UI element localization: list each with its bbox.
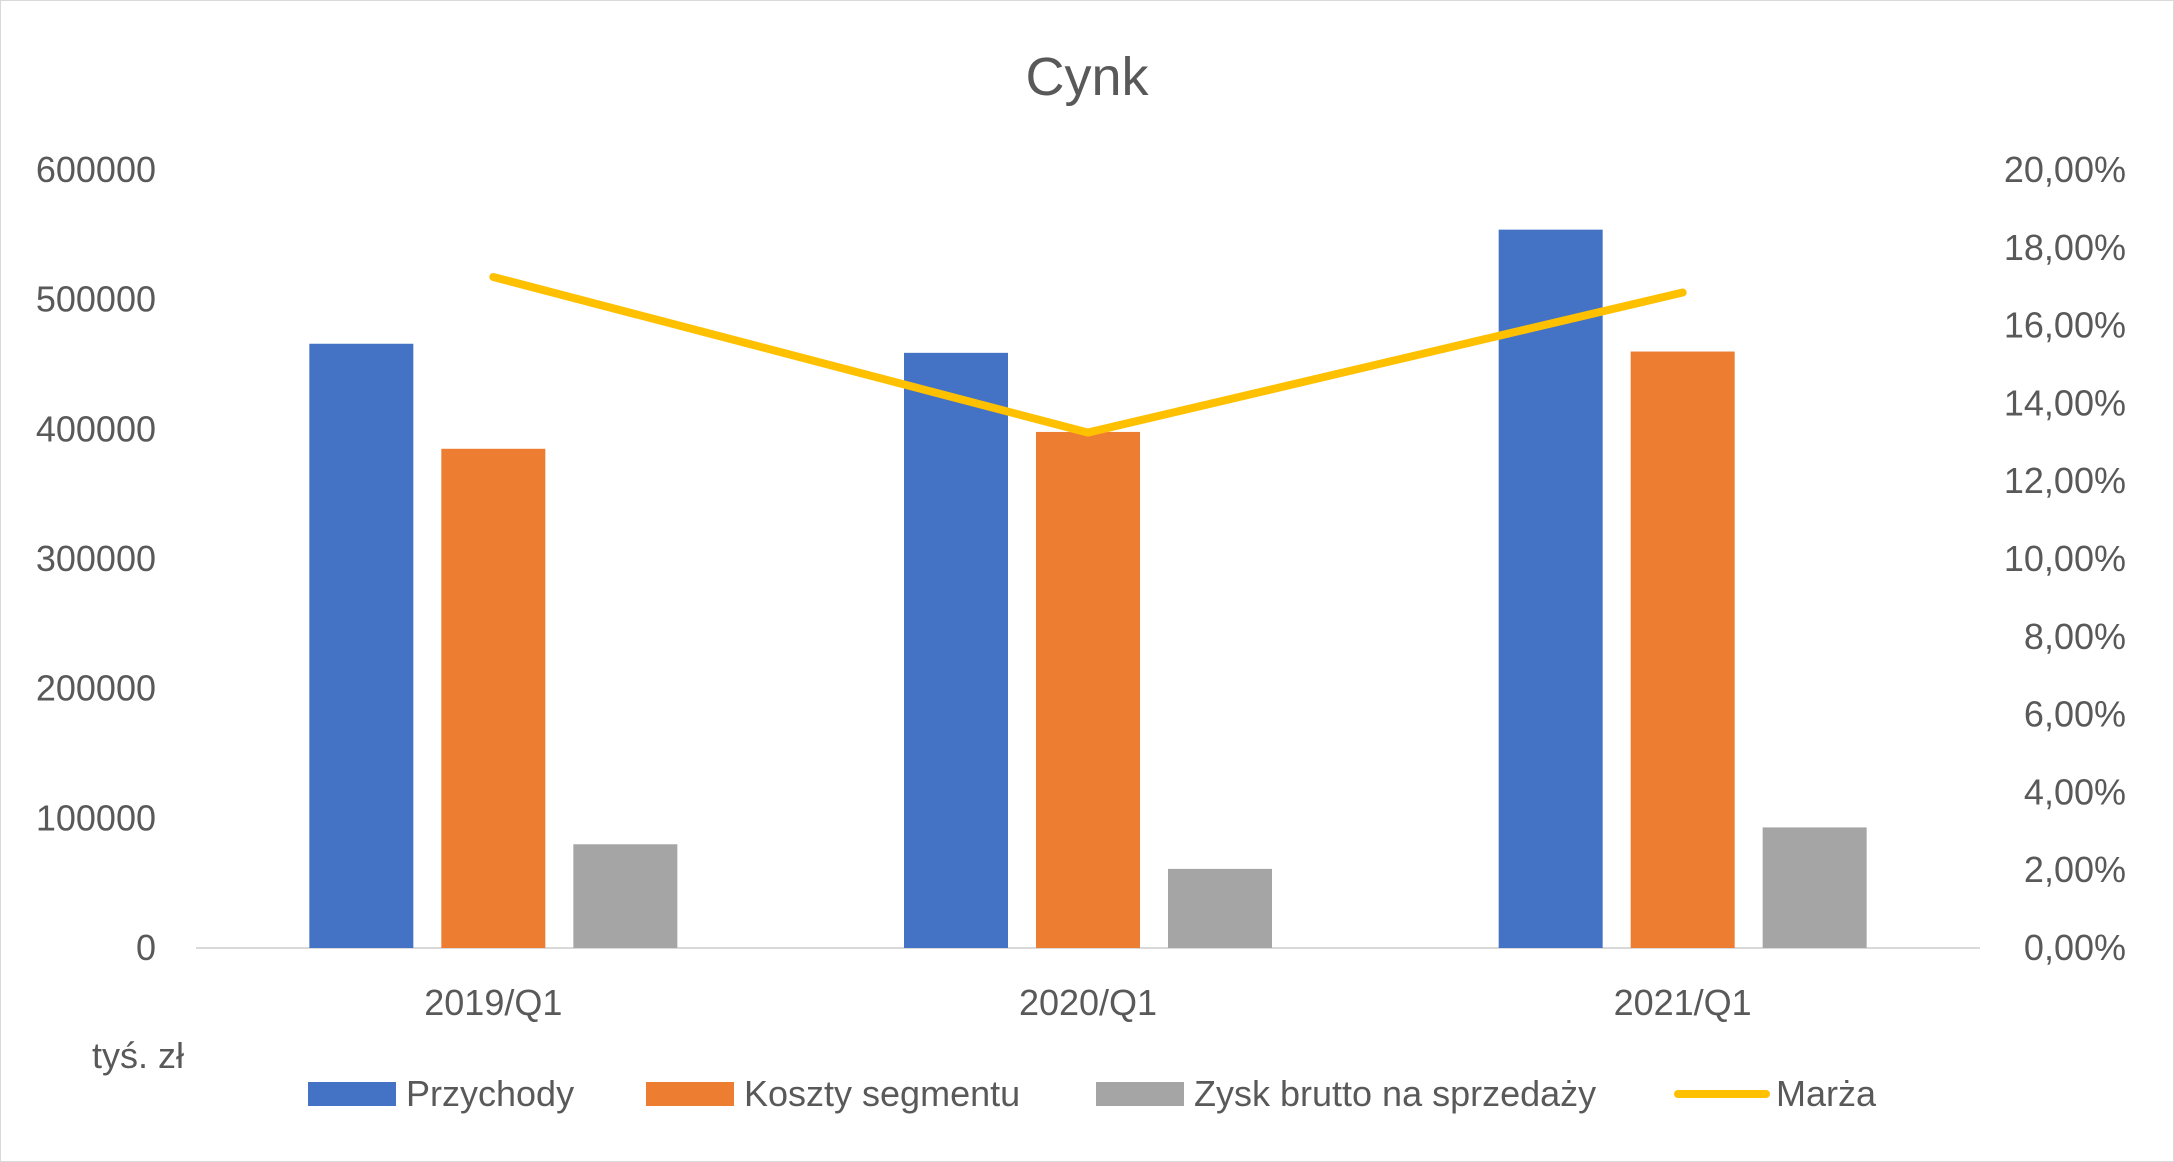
left-tick-label: 300000	[36, 538, 156, 579]
right-tick-label: 16,00%	[2004, 305, 2126, 346]
line-point-2	[1681, 291, 1684, 294]
right-tick-label: 0,00%	[2024, 927, 2126, 968]
legend-label: Przychody	[406, 1073, 574, 1114]
left-tick-label: 100000	[36, 797, 156, 838]
category-label: 2021/Q1	[1614, 982, 1752, 1023]
line-point-1	[1087, 431, 1089, 434]
legend-item: Marża	[1674, 1073, 1877, 1114]
legend-label: Zysk brutto na sprzedaży	[1194, 1073, 1596, 1114]
line-series-group	[489, 272, 1687, 437]
bar-przychody-1	[904, 352, 1008, 949]
legend-swatch	[1096, 1082, 1184, 1106]
right-axis-ticks: 0,00% 2,00% 4,00% 6,00% 8,00% 10,00% 12,00% 14,…	[2004, 149, 2126, 968]
legend-item: Koszty segmentu	[646, 1073, 1020, 1114]
bar-koszty-segmentu-0	[441, 448, 546, 948]
left-tick-label: 500000	[36, 279, 156, 320]
left-tick-label: 600000	[36, 149, 156, 190]
unit-label: tyś. zł	[92, 1035, 184, 1076]
legend-swatch	[308, 1082, 396, 1106]
legend-label: Marża	[1776, 1073, 1877, 1114]
category-label: 2020/Q1	[1019, 982, 1157, 1023]
right-tick-label: 14,00%	[2004, 382, 2126, 423]
bar-przychody-0	[309, 343, 414, 949]
left-tick-label: 400000	[36, 408, 156, 449]
right-tick-label: 4,00%	[2024, 771, 2126, 812]
right-tick-label: 2,00%	[2024, 849, 2126, 890]
right-tick-label: 10,00%	[2004, 538, 2126, 579]
bar-series-group	[309, 229, 1867, 949]
right-tick-label: 20,00%	[2004, 149, 2126, 190]
legend-label: Koszty segmentu	[744, 1073, 1020, 1114]
bar-koszty-segmentu-1	[1036, 431, 1140, 949]
category-labels: 2019/Q1 2020/Q1 2021/Q1	[424, 982, 1751, 1023]
bar-przychody-2	[1498, 229, 1603, 948]
legend-swatch	[646, 1082, 734, 1106]
right-tick-label: 8,00%	[2024, 616, 2126, 657]
legend-item: Zysk brutto na sprzedaży	[1096, 1073, 1596, 1114]
left-tick-label: 0	[136, 927, 156, 968]
bar-zysk-brutto-na-sprzeda-y-2	[1762, 827, 1867, 948]
chart-title: Cynk	[1025, 47, 1149, 107]
right-tick-label: 6,00%	[2024, 694, 2126, 735]
right-tick-label: 12,00%	[2004, 460, 2126, 501]
bar-zysk-brutto-na-sprzeda-y-1	[1168, 868, 1272, 948]
legend-item: Przychody	[308, 1073, 574, 1114]
category-label: 2019/Q1	[424, 982, 562, 1023]
right-tick-label: 18,00%	[2004, 227, 2126, 268]
bar-koszty-segmentu-2	[1630, 351, 1735, 948]
legend: Przychody Koszty segmentu Zysk brutto na s…	[308, 1073, 1877, 1114]
left-tick-label: 200000	[36, 668, 156, 709]
left-axis-ticks: 0 100000 200000 300000 400000 500000 600000	[36, 149, 156, 968]
line-point-0	[492, 275, 495, 278]
bar-zysk-brutto-na-sprzeda-y-0	[573, 844, 678, 948]
